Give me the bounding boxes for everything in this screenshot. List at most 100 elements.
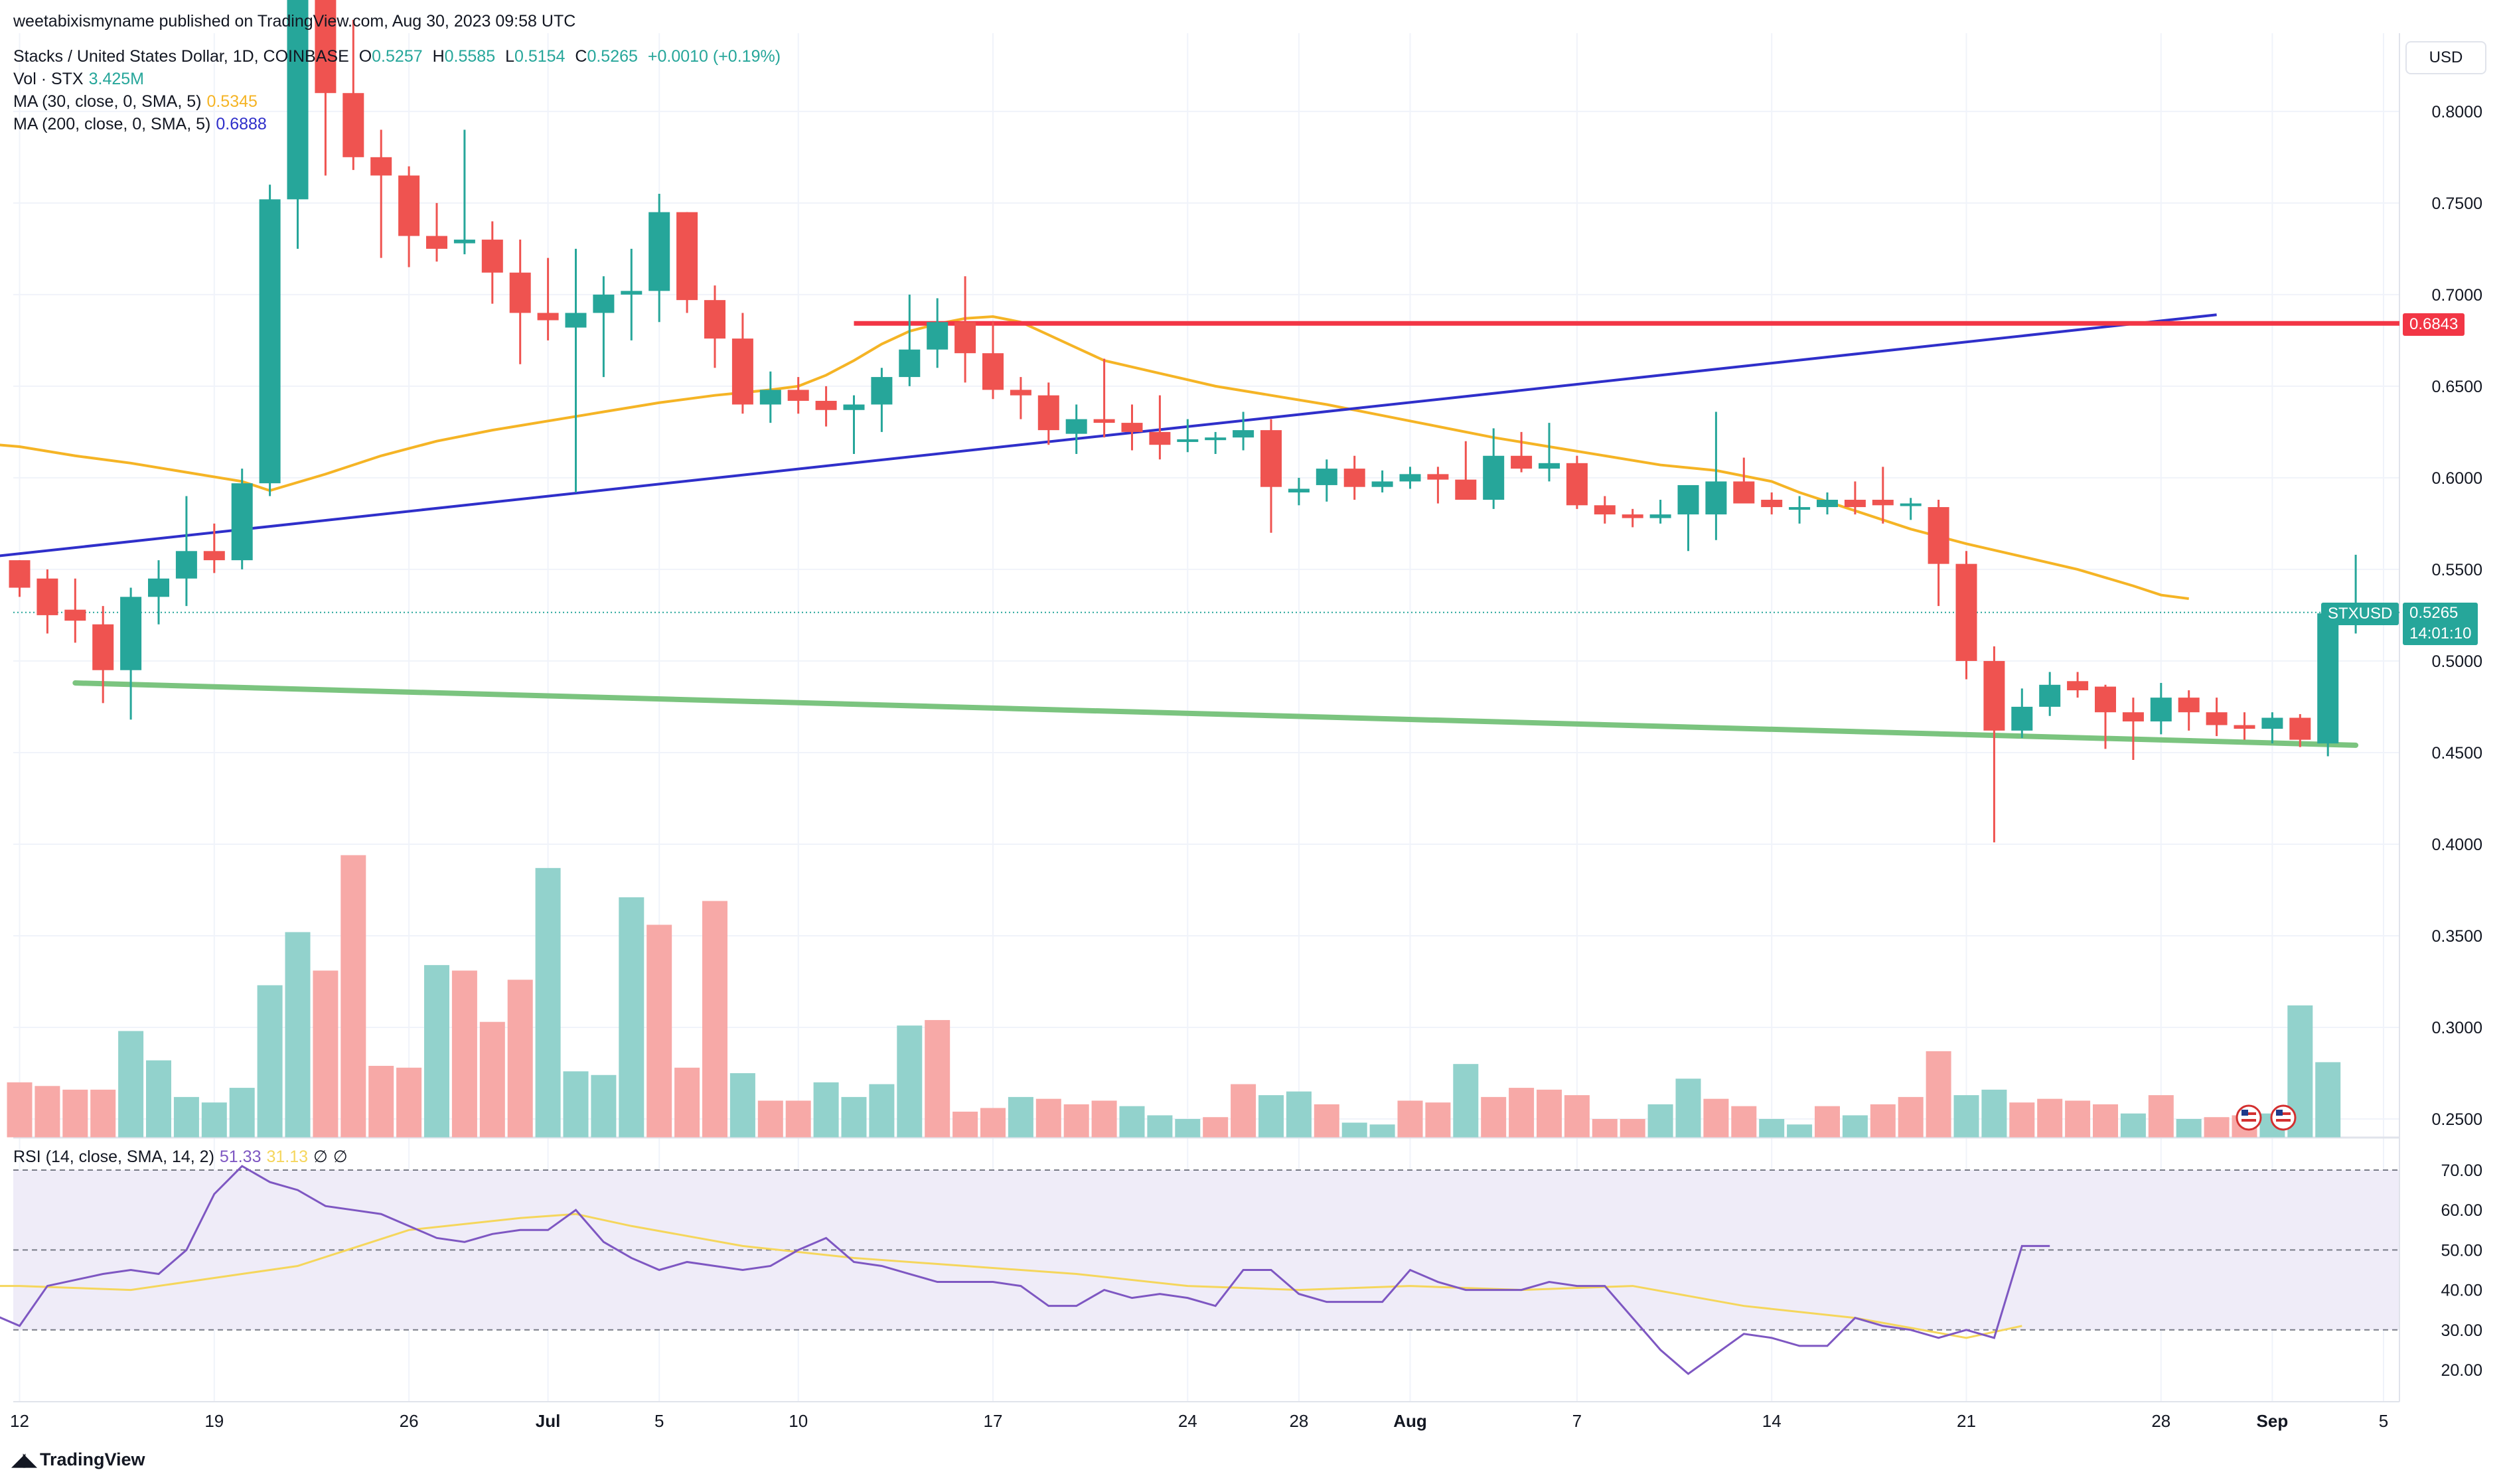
currency-button[interactable]: USD [2405, 41, 2486, 74]
volume-bar [1035, 1098, 1061, 1138]
volume-bar [368, 1065, 394, 1138]
price-tick-label: 0.3000 [2432, 1019, 2482, 1037]
rsi-tick-label: 70.00 [2441, 1161, 2482, 1180]
candle-up [593, 294, 615, 313]
candle-down [1594, 505, 1616, 515]
rsi-tick-label: 60.00 [2441, 1201, 2482, 1220]
volume-legend[interactable]: Vol · STX 3.425M [13, 69, 149, 90]
publisher-line: weetabixismyname published on TradingVie… [13, 12, 576, 31]
rsi-tick-label: 40.00 [2441, 1282, 2482, 1300]
volume-bar [1898, 1096, 1924, 1138]
ma200-line [0, 313, 2217, 557]
time-tick-label: 7 [1572, 1411, 1582, 1431]
ma30-legend[interactable]: MA (30, close, 0, SMA, 5) 0.5345 [13, 92, 263, 112]
candle-up [1065, 419, 1087, 434]
volume-bar [146, 1060, 171, 1138]
candle-down [1983, 660, 2005, 731]
candle-up [259, 199, 281, 484]
candle-down [1093, 419, 1115, 423]
candle-up [648, 212, 670, 291]
volume-bar [1175, 1119, 1201, 1138]
volume-bar [1842, 1115, 1868, 1138]
volume-bar [841, 1096, 867, 1138]
candle-down [1872, 500, 1894, 506]
price-tick-label: 0.6000 [2432, 469, 2482, 488]
ma200-legend[interactable]: MA (200, close, 0, SMA, 5) 0.6888 [13, 114, 272, 135]
volume-bar [35, 1086, 60, 1138]
candle-down [64, 609, 86, 621]
volume-bar [118, 1031, 144, 1138]
volume-bar [869, 1084, 895, 1138]
ma200-value: 0.6888 [216, 115, 267, 133]
volume-bar [396, 1067, 422, 1138]
price-tick-label: 0.6500 [2432, 378, 2482, 396]
time-tick-label: 19 [204, 1411, 224, 1431]
volume-bar [173, 1096, 199, 1138]
ma30-line [0, 315, 2189, 601]
volume-bar [1091, 1100, 1117, 1138]
rsi-extra-2: ∅ [333, 1148, 348, 1166]
volume-bar [591, 1075, 617, 1138]
candle-down [9, 560, 31, 588]
high-value: 0.5585 [444, 47, 496, 66]
candle-up [1677, 484, 1699, 515]
ohlc-low: L0.5154 [505, 47, 565, 66]
rsi-tick-label: 20.00 [2441, 1361, 2482, 1380]
volume-bar [563, 1071, 589, 1138]
candle-up [1789, 507, 1811, 510]
rsi-legend[interactable]: RSI (14, close, SMA, 14, 2) 51.33 31.13 ∅ ∅ [13, 1147, 353, 1167]
candle-up [899, 349, 921, 378]
volume-bar [1341, 1122, 1367, 1138]
candle-down [315, 0, 337, 94]
candle-down [92, 624, 114, 670]
time-tick-label: 24 [1178, 1411, 1197, 1431]
time-tick-label: 21 [1957, 1411, 1976, 1431]
us-flag-event-icon [2236, 1104, 2262, 1131]
candle-up [1539, 463, 1560, 469]
candle-up [2011, 706, 2033, 731]
volume-bar [341, 855, 366, 1138]
candle-up [1177, 439, 1199, 442]
volume-bar [1703, 1098, 1729, 1138]
volume-bar [2037, 1098, 2063, 1138]
volume-bar [285, 932, 311, 1138]
volume-bar [1231, 1084, 1256, 1138]
volume-bar [1369, 1124, 1395, 1138]
volume-bar [2315, 1062, 2341, 1138]
volume-bar [1258, 1095, 1284, 1138]
time-tick-label: Aug [1393, 1411, 1427, 1431]
volume-bar [897, 1025, 923, 1138]
volume-bar [1620, 1119, 1645, 1138]
candle-up [1705, 481, 1727, 515]
candle-down [481, 240, 503, 273]
time-tick-label: 5 [654, 1411, 664, 1431]
flag-stripe [2241, 1119, 2256, 1122]
bar-countdown: 14:01:10 [2409, 625, 2472, 642]
low-label: L [505, 47, 514, 66]
tradingview-logo[interactable]: ◢◣ TradingView [12, 1449, 145, 1470]
volume-value: 3.425M [88, 70, 144, 88]
volume-bar [646, 925, 672, 1138]
volume-bar [2120, 1113, 2146, 1138]
candle-up [1233, 430, 1254, 438]
volume-bar [1425, 1102, 1451, 1138]
symbol-title[interactable]: Stacks / United States Dollar, 1D, COINB… [13, 47, 349, 66]
time-tick-label: 10 [789, 1411, 808, 1431]
volume-bar [1063, 1104, 1089, 1138]
volume-bar [1787, 1124, 1813, 1138]
price-tick-label: 0.5000 [2432, 652, 2482, 671]
candle-down [426, 236, 447, 249]
time-tick-label: 26 [400, 1411, 419, 1431]
candle-down [1149, 431, 1171, 445]
candle-up [453, 240, 475, 244]
volume-label: Vol · STX [13, 70, 84, 88]
us-flag-event-icon [2270, 1104, 2297, 1131]
volume-bar [2065, 1100, 2091, 1138]
candle-down [1566, 463, 1588, 506]
high-label: H [432, 47, 445, 66]
volume-bar [1759, 1119, 1785, 1138]
flag-stripe [2276, 1119, 2291, 1122]
candle-down [2289, 717, 2311, 740]
rsi-line [0, 1165, 2050, 1375]
